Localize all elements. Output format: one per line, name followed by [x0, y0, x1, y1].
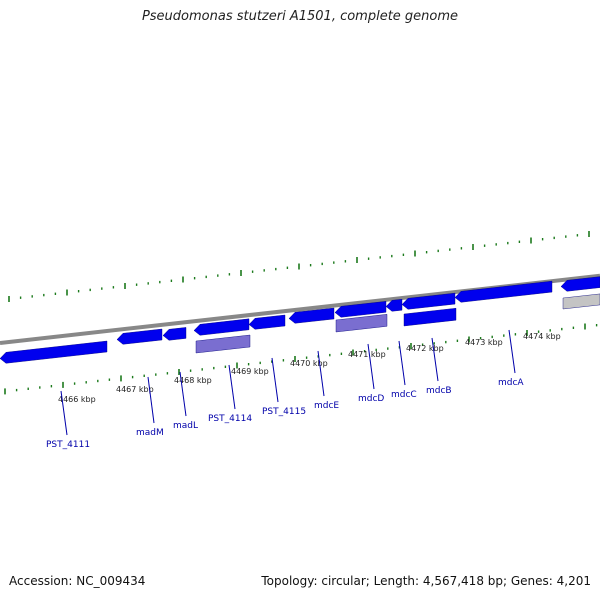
gene-arrow [248, 314, 286, 330]
gene-label-leader [508, 329, 516, 374]
genome-summary-label: Topology: circular; Length: 4,567,418 bp… [261, 574, 591, 588]
gene-arrow [454, 280, 553, 303]
kbp-label: 4467 kbp [116, 385, 154, 394]
gene-label-leader [60, 390, 68, 436]
gene-label: PST_4114 [208, 414, 252, 424]
kbp-label: 4466 kbp [58, 395, 96, 404]
gene-arrow [334, 301, 387, 318]
gene-label-leader [367, 343, 375, 390]
pseudogene-arrow [335, 314, 388, 333]
genome-title: Pseudomonas stutzeri A1501, complete gen… [141, 9, 459, 24]
gene-label: mdcB [426, 386, 452, 396]
gene-other-arrow [562, 293, 600, 310]
gene-label-leader [228, 364, 236, 410]
kbp-label: 4471 kbp [348, 350, 386, 359]
gene-arrow [288, 307, 335, 324]
gene-arrow [401, 292, 456, 310]
gene-label: mdcC [391, 390, 417, 400]
gene-label-leader [317, 350, 325, 397]
gene-label-leader [431, 337, 439, 382]
gene-arrow [162, 327, 187, 341]
gene-label: mdcE [314, 401, 339, 411]
gene-label-leader [271, 357, 279, 403]
gene-arrow [403, 307, 457, 327]
pseudogene-arrow [195, 334, 251, 354]
kbp-label: 4469 kbp [231, 367, 269, 376]
gene-arrow [0, 340, 108, 364]
gene-label-leader [147, 376, 155, 424]
gene-label: madL [173, 421, 198, 431]
gene-label: PST_4115 [262, 407, 306, 417]
gene-label-leader [398, 340, 406, 386]
kbp-label: 4474 kbp [523, 332, 561, 341]
kbp-label: 4470 kbp [290, 359, 328, 368]
kbp-label: 4472 kbp [406, 344, 444, 353]
kbp-label: 4468 kbp [174, 376, 212, 385]
gene-label-leader [179, 371, 187, 417]
gene-arrow [116, 328, 163, 345]
gene-arrow [560, 276, 600, 292]
kbp-label: 4473 kbp [465, 338, 503, 347]
gene-label: madM [136, 428, 164, 438]
accession-label: Accession: NC_009434 [9, 574, 146, 588]
gene-label: PST_4111 [46, 440, 90, 450]
gene-label: mdcD [358, 394, 384, 404]
gene-label: mdcA [498, 378, 524, 388]
